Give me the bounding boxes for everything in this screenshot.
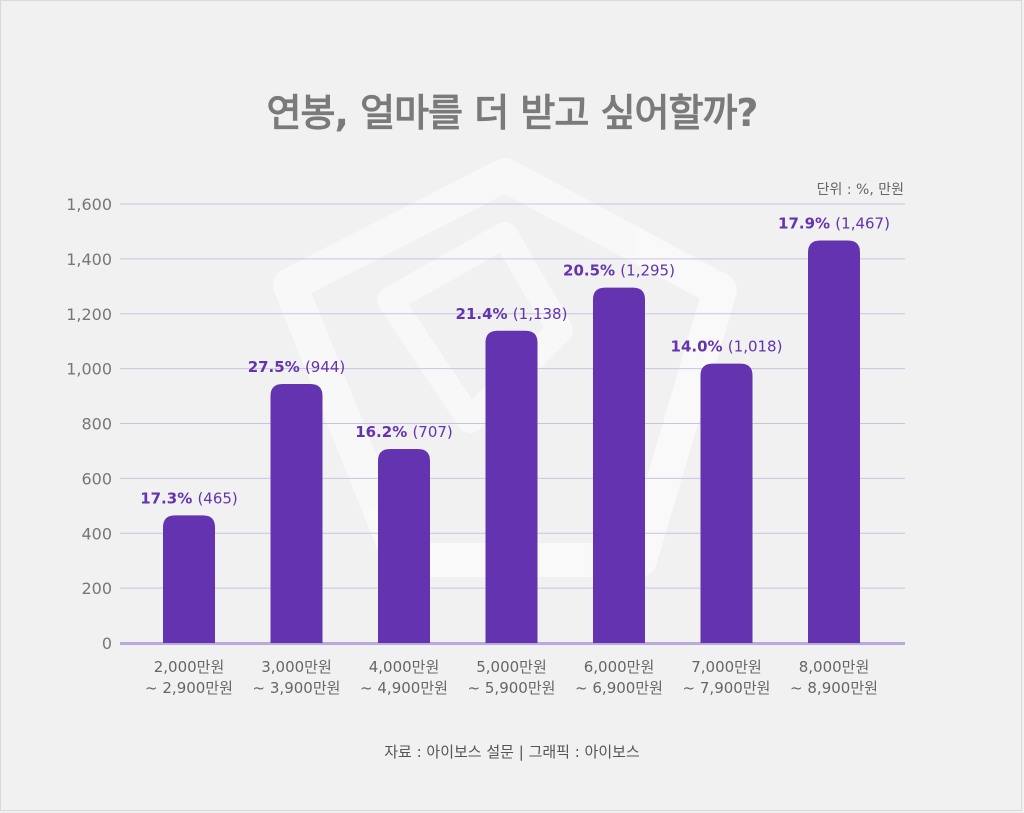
percent-label: 16.2% [355, 423, 412, 441]
data-label: 17.3% (465) [140, 489, 238, 507]
bar [163, 515, 215, 643]
y-tick-label: 1,000 [66, 360, 112, 379]
bar [700, 363, 753, 643]
category-label: 6,000만원 [584, 658, 655, 676]
category-label: ~ 4,900만원 [360, 679, 448, 697]
value-label: (1,467) [835, 214, 890, 232]
value-label: (1,295) [620, 262, 675, 280]
percent-label: 20.5% [563, 262, 620, 280]
data-label: 20.5% (1,295) [563, 262, 675, 280]
value-label: (465) [197, 489, 237, 507]
data-label: 17.9% (1,467) [778, 214, 890, 232]
category-label: 3,000만원 [261, 658, 332, 676]
data-label: 16.2% (707) [355, 423, 453, 441]
category-label: ~ 8,900만원 [790, 679, 878, 697]
data-label: 21.4% (1,138) [456, 305, 568, 323]
value-label: (944) [305, 358, 345, 376]
category-label: 7,000만원 [691, 658, 762, 676]
bar [378, 449, 430, 643]
data-label: 14.0% (1,018) [671, 338, 783, 356]
value-label: (1,138) [513, 305, 568, 323]
y-tick-label: 0 [102, 634, 112, 653]
percent-label: 14.0% [671, 338, 728, 356]
category-label: 2,000만원 [154, 658, 225, 676]
category-label: 5,000만원 [476, 658, 547, 676]
y-tick-label: 1,200 [66, 305, 112, 324]
percent-label: 17.9% [778, 214, 835, 232]
value-label: (1,018) [728, 338, 783, 356]
chart-title: 연봉, 얼마를 더 받고 싶어할까? [266, 91, 759, 135]
percent-label: 27.5% [248, 358, 305, 376]
y-tick-label: 1,600 [66, 195, 112, 214]
category-label: ~ 7,900만원 [683, 679, 771, 697]
y-tick-label: 600 [81, 469, 112, 488]
category-label: ~ 2,900만원 [145, 679, 233, 697]
percent-label: 17.3% [140, 489, 197, 507]
y-tick-label: 400 [81, 524, 112, 543]
category-label: ~ 6,900만원 [575, 679, 663, 697]
unit-note: 단위 : %, 만원 [816, 182, 904, 198]
bar [485, 330, 538, 643]
bar [808, 240, 860, 643]
source-note: 자료 : 아이보스 설문 | 그래픽 : 아이보스 [384, 743, 640, 761]
data-label: 27.5% (944) [248, 358, 346, 376]
y-tick-label: 200 [81, 579, 112, 598]
category-label: ~ 5,900만원 [468, 679, 556, 697]
y-tick-label: 1,400 [66, 250, 112, 269]
category-label: ~ 3,900만원 [253, 679, 341, 697]
percent-label: 21.4% [456, 305, 513, 323]
category-label: 8,000만원 [799, 658, 870, 676]
bar [270, 383, 323, 643]
category-label: 4,000만원 [369, 658, 440, 676]
y-tick-label: 800 [81, 415, 112, 434]
bar [593, 287, 645, 643]
value-label: (707) [412, 423, 452, 441]
